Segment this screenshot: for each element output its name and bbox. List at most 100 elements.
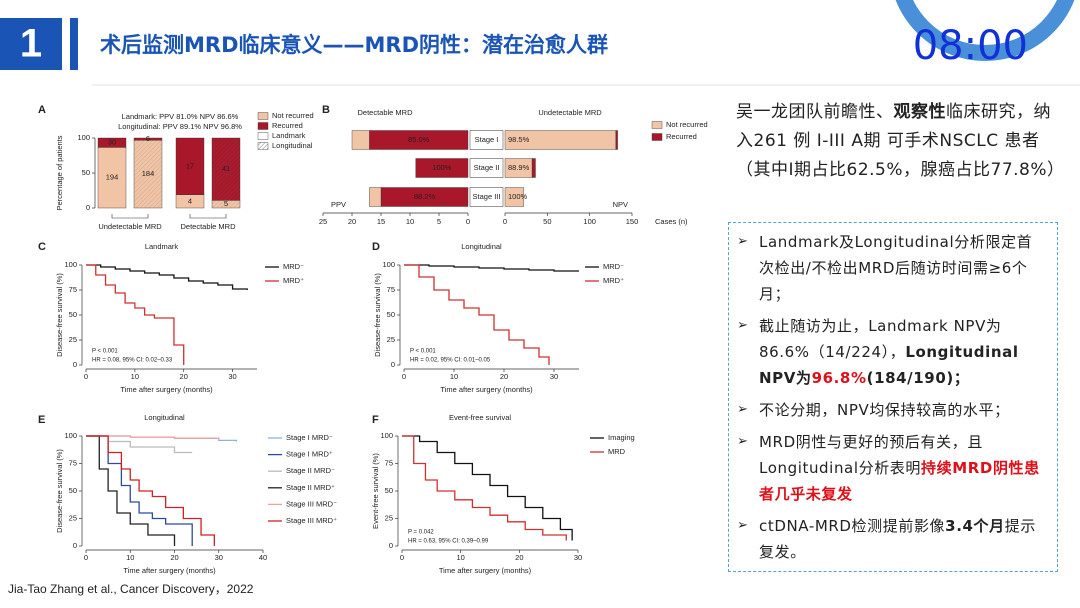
legend-label: MRD xyxy=(608,447,626,456)
x-tick-label: 0 xyxy=(400,553,404,562)
x-tick-label: 30 xyxy=(574,553,582,562)
hatch-overlay xyxy=(134,140,162,208)
text-run: 观察性 xyxy=(893,102,946,122)
legend-swatch xyxy=(257,122,269,130)
bar-segment xyxy=(351,130,370,150)
legend-label: Stage III MRD⁻ xyxy=(286,499,337,508)
annotation: Landmark: PPV 81.0% NPV 86.6% xyxy=(122,112,239,121)
y-tick-label: 0 xyxy=(73,541,77,550)
x-tick-label: 5 xyxy=(437,217,441,226)
bullet: 不论分期，NPV均保持较高的水平； xyxy=(729,397,1043,423)
legend-label: Stage II MRD⁺ xyxy=(286,483,335,492)
x-tick-label: 30 xyxy=(215,553,223,562)
y-tick-label: 100 xyxy=(64,431,77,440)
stage-label: Stage III xyxy=(473,192,501,201)
y-axis-label: Disease-free survival (%) xyxy=(373,273,382,357)
x-tick-label: 20 xyxy=(170,553,178,562)
legend-label: Recurred xyxy=(666,132,697,141)
survival-curve xyxy=(86,435,193,546)
y-tick-label: 50 xyxy=(385,486,393,495)
group-bracket xyxy=(189,214,227,219)
text-run: MRD阴性与更好的预后有关，且Longitudinal分析表明 xyxy=(759,433,983,477)
x-tick-label: 20 xyxy=(180,372,188,381)
y-tick-label: 50 xyxy=(69,310,77,319)
legend-swatch xyxy=(651,133,663,141)
count-label: 4 xyxy=(188,196,192,205)
panel-title: Landmark xyxy=(145,242,179,251)
bar-segment xyxy=(97,137,127,148)
y-tick-label: 25 xyxy=(387,335,395,344)
survival-curve xyxy=(404,264,550,365)
count-label: 194 xyxy=(106,173,119,182)
panel-label: D xyxy=(372,241,380,253)
text-run: 3.4个月 xyxy=(945,517,1005,535)
bullet: ctDNA-MRD检测提前影像3.4个月提示复发。 xyxy=(729,513,1043,565)
hatch-overlay xyxy=(212,138,240,201)
stage-label: Stage I xyxy=(475,135,499,144)
side-label: PPV xyxy=(331,200,346,209)
number-bar xyxy=(70,18,78,70)
x-tick-label: 30 xyxy=(228,372,236,381)
y-tick-label: 50 xyxy=(82,168,90,177)
legend-label: Longitudinal xyxy=(272,141,313,150)
text-run: 临床研究，纳入261 例 I-III A期 可手术NSCLC 患者（其中I期占比… xyxy=(736,102,1065,180)
legend-label: Recurred xyxy=(272,121,303,130)
y-axis-label: Disease-free survival (%) xyxy=(55,273,64,357)
legend-label: Not recurred xyxy=(666,120,708,129)
stage-box xyxy=(469,158,504,178)
survival-curve xyxy=(86,264,185,365)
stage-box xyxy=(469,130,504,150)
y-tick-label: 0 xyxy=(389,541,393,550)
x-tick-label: 0 xyxy=(466,217,470,226)
x-tick-label: 0 xyxy=(84,553,88,562)
y-tick-label: 50 xyxy=(387,310,395,319)
y-tick-label: 75 xyxy=(385,458,393,467)
side-title: Detectable MRD xyxy=(357,108,413,117)
annotation: P = 0.042 xyxy=(408,530,434,536)
annotation: Longitudinal: PPV 89.1% NPV 96.8% xyxy=(118,122,242,131)
count-label: 184 xyxy=(142,169,155,178)
x-tick-label: 100 xyxy=(583,217,596,226)
bullet-box: Landmark及Longitudinal分析限定首次检出/不检出MRD后随访时… xyxy=(728,222,1058,572)
section-number: 1 xyxy=(20,22,42,66)
bullet: MRD阴性与更好的预后有关，且Longitudinal分析表明持续MRD阴性患者… xyxy=(729,429,1043,507)
percent-label: 100% xyxy=(432,163,452,172)
x-tick-label: 50 xyxy=(543,217,551,226)
panel-label: A xyxy=(38,104,46,116)
text-run: Landmark及Longitudinal分析限定首次检出/不检出MRD后随访时… xyxy=(759,233,1033,303)
survival-curve xyxy=(404,264,579,272)
y-tick-label: 75 xyxy=(69,458,77,467)
legend-label: Landmark xyxy=(272,131,306,140)
x-axis-label: Time after surgery (months) xyxy=(120,385,213,394)
y-tick-label: 100 xyxy=(382,260,395,269)
percent-label: 88.2% xyxy=(414,192,436,201)
y-tick-label: 25 xyxy=(69,335,77,344)
count-label: 17 xyxy=(186,161,194,170)
x-tick-label: 15 xyxy=(377,217,385,226)
bar-segment xyxy=(369,187,382,207)
legend-label: Imaging xyxy=(608,433,635,442)
legend-label: MRD⁻ xyxy=(283,262,304,271)
legend-hatch xyxy=(258,142,268,150)
survival-curve xyxy=(86,264,248,290)
y-tick-label: 75 xyxy=(69,285,77,294)
hatch-overlay xyxy=(134,138,162,141)
bar-segment xyxy=(415,158,469,178)
bar-segment xyxy=(531,158,536,178)
y-tick-label: 25 xyxy=(69,513,77,522)
panel-label: C xyxy=(38,241,46,253)
x-tick-label: 25 xyxy=(319,217,327,226)
x-tick-label: 150 xyxy=(626,217,639,226)
text-run: Longitudinal NPV为 xyxy=(759,343,1019,387)
bar-segment xyxy=(615,130,618,150)
y-tick-label: 75 xyxy=(387,285,395,294)
bar-segment xyxy=(504,187,524,207)
bar-segment xyxy=(175,137,205,195)
side-title: Undetectable MRD xyxy=(538,108,602,117)
count-label: 5 xyxy=(224,199,228,208)
group-label: Detectable MRD xyxy=(180,222,236,231)
count-label: 6 xyxy=(146,134,150,143)
legend-label: Stage III MRD⁺ xyxy=(286,516,337,525)
text-run: (184/190)； xyxy=(866,369,970,387)
